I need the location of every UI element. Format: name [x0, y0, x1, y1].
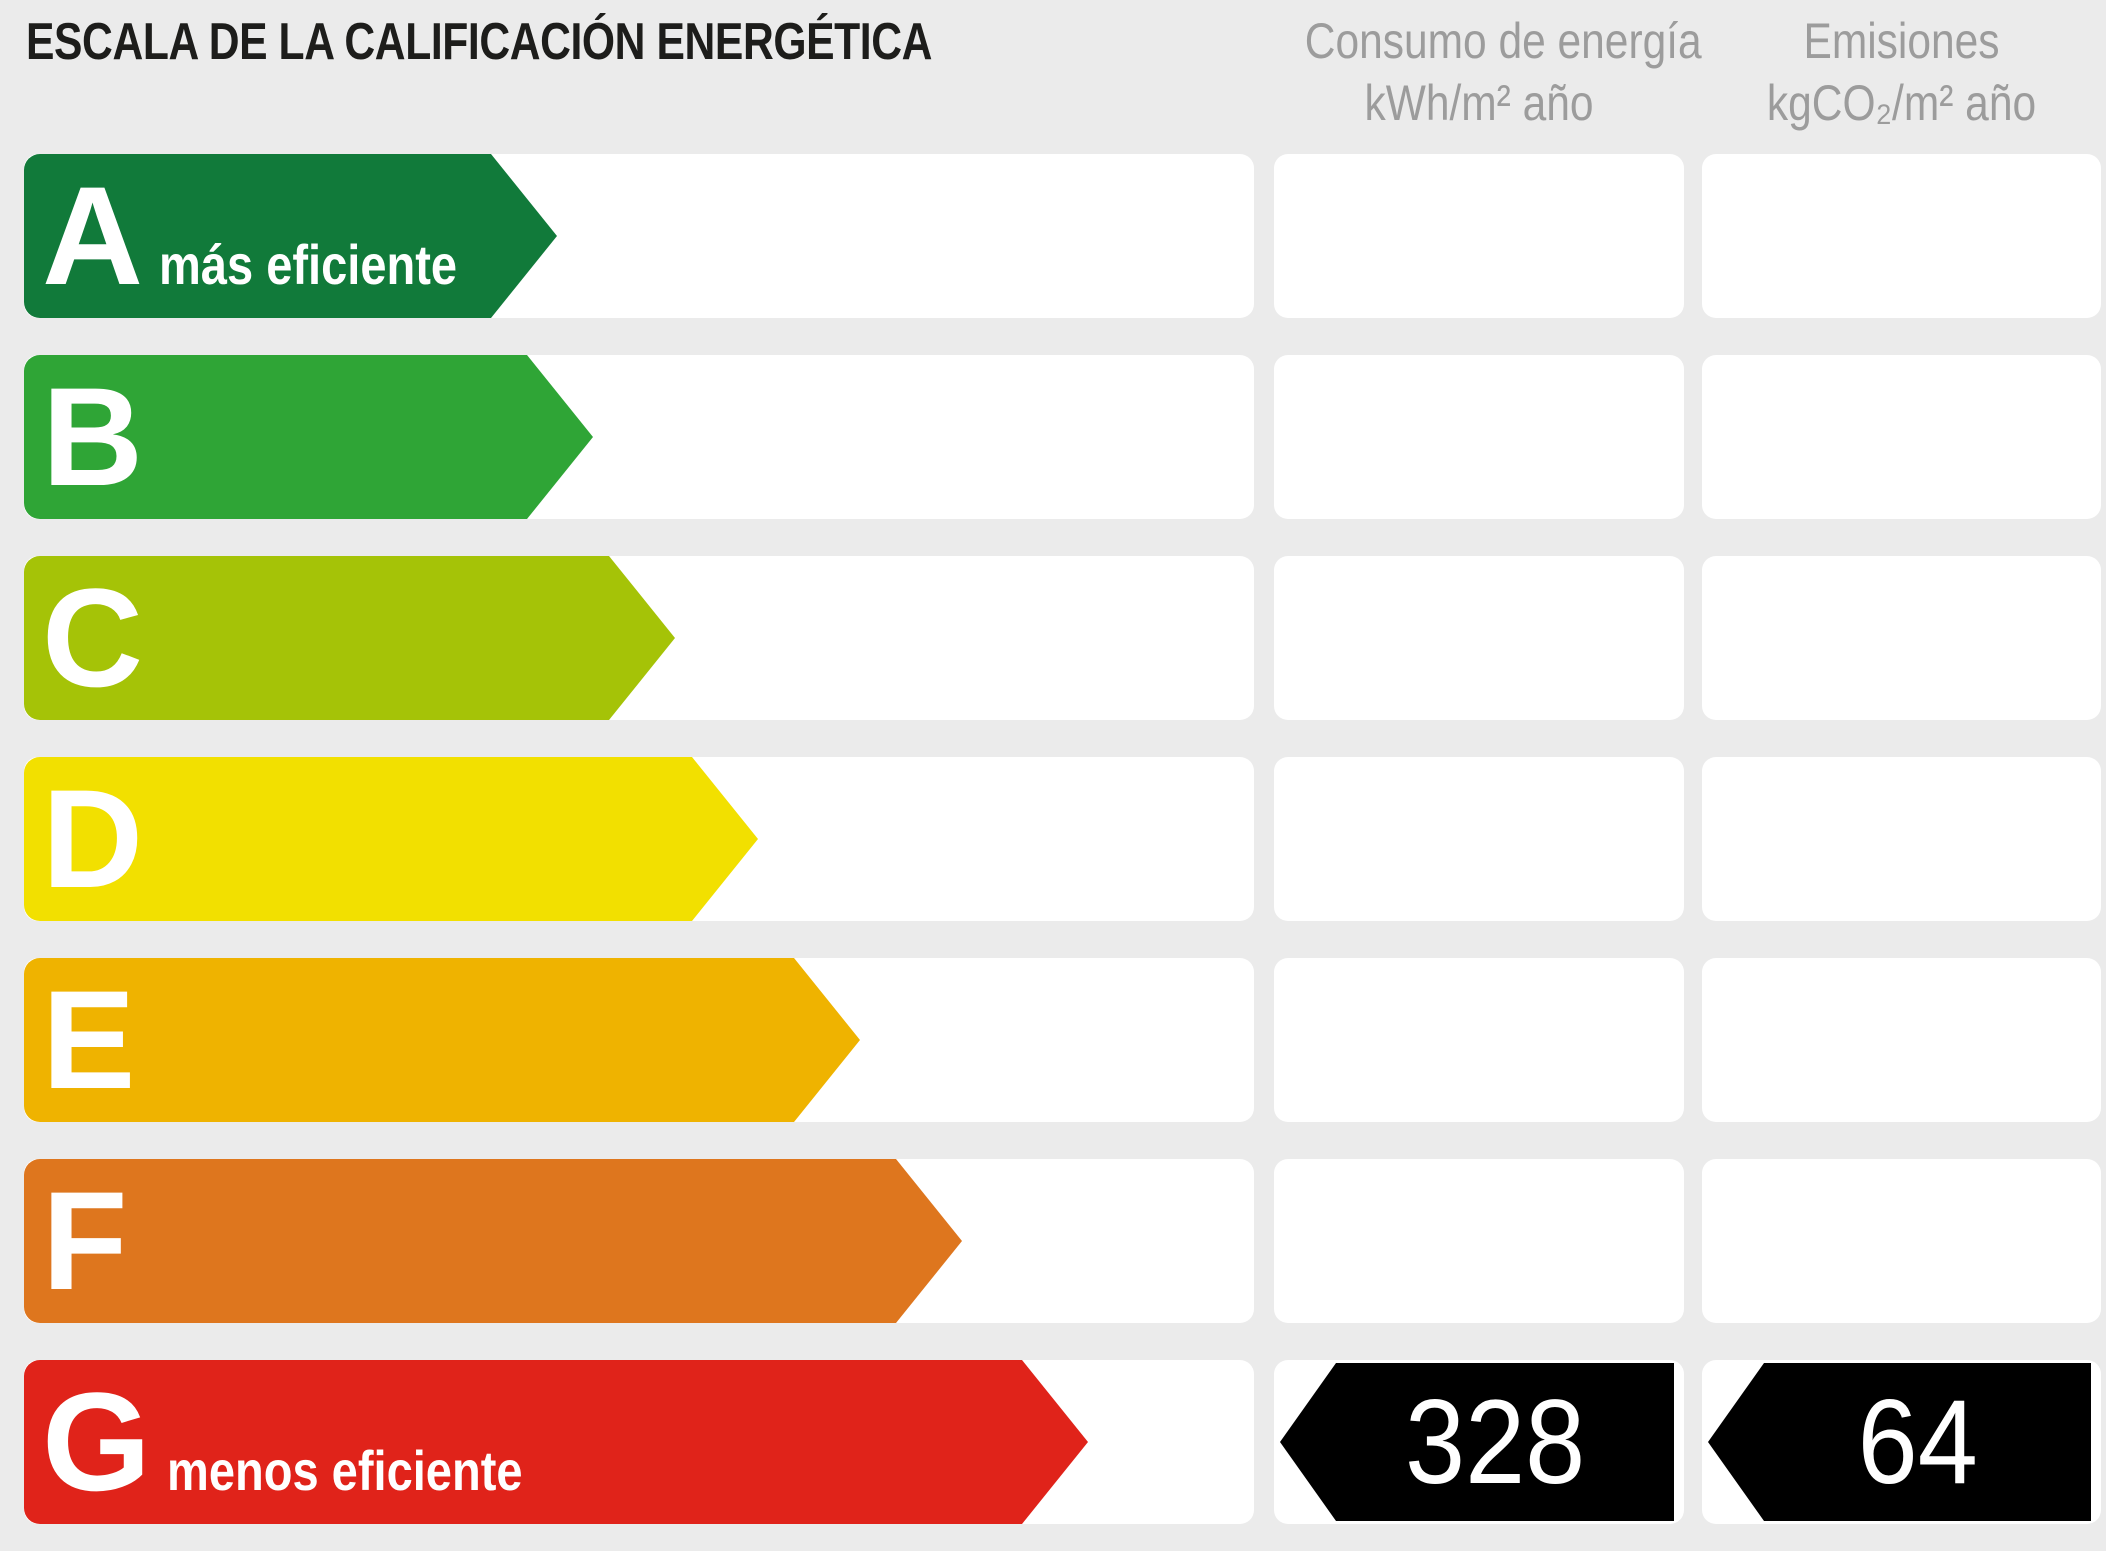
emissions-value-badge: 64: [1708, 1363, 2091, 1521]
emissions-cell: [1702, 958, 2101, 1122]
consumption-value: 328: [1404, 1375, 1586, 1509]
emissions-cell: 64: [1702, 1360, 2101, 1524]
consumption-cell: [1274, 556, 1684, 720]
consumption-cell: 328: [1274, 1360, 1684, 1524]
efficiency-note: menos eficiente: [166, 1439, 523, 1502]
rating-letter: A: [42, 157, 144, 314]
rating-bar-f: F: [24, 1159, 962, 1323]
emissions-cell: [1702, 154, 2101, 318]
consumption-cell: [1274, 757, 1684, 921]
rating-letter: G: [42, 1363, 151, 1520]
rating-row-e: E: [0, 958, 2106, 1122]
rating-bar-b: B: [24, 355, 593, 519]
emissions-cell: [1702, 1159, 2101, 1323]
rating-letter: E: [42, 961, 136, 1118]
consumption-value-badge: 328: [1280, 1363, 1674, 1521]
consumption-column-header: Consumo de energía kWh/m² año: [1304, 10, 1702, 134]
consumption-header-line2: kWh/m² año: [1364, 75, 1594, 131]
rating-row-b: B: [0, 355, 2106, 519]
rating-letter: B: [42, 358, 144, 515]
emissions-header-line2: kgCO₂/m² año: [1766, 75, 2037, 131]
emissions-header-line1: Emisiones: [1803, 13, 2000, 69]
consumption-cell: [1274, 1159, 1684, 1323]
consumption-cell: [1274, 958, 1684, 1122]
consumption-header-line1: Consumo de energía: [1304, 13, 1702, 69]
rating-letter: D: [42, 760, 144, 917]
rating-letter: F: [42, 1162, 128, 1319]
rating-row-g: G menos eficiente 328 64: [0, 1360, 2106, 1524]
rating-bar-a: A más eficiente: [24, 154, 557, 318]
rating-row-d: D: [0, 757, 2106, 921]
rating-bar-g: G menos eficiente: [24, 1360, 1088, 1524]
consumption-cell: [1274, 154, 1684, 318]
emissions-cell: [1702, 757, 2101, 921]
efficiency-note: más eficiente: [159, 233, 458, 296]
rating-row-f: F: [0, 1159, 2106, 1323]
consumption-cell: [1274, 355, 1684, 519]
rating-bar-c: C: [24, 556, 675, 720]
rating-row-a: A más eficiente: [0, 154, 2106, 318]
emissions-cell: [1702, 556, 2101, 720]
rating-bar-e: E: [24, 958, 860, 1122]
emissions-cell: [1702, 355, 2101, 519]
page-title: ESCALA DE LA CALIFICACIÓN ENERGÉTICA: [26, 13, 932, 71]
rating-bar-d: D: [24, 757, 758, 921]
emissions-column-header: Emisiones kgCO₂/m² año: [1732, 10, 2071, 134]
rating-row-c: C: [0, 556, 2106, 720]
emissions-value: 64: [1857, 1375, 1978, 1509]
rating-letter: C: [42, 559, 144, 716]
